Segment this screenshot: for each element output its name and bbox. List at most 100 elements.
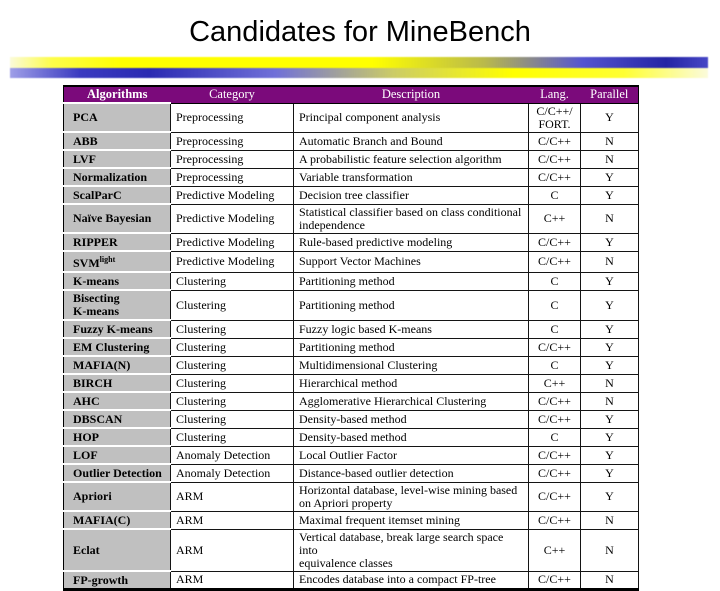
algorithm-superscript: light: [99, 255, 116, 264]
category-cell: Predictive Modeling: [170, 250, 294, 273]
description-cell: Encodes database into a compact FP-tree: [293, 570, 529, 590]
algorithm-cell: ScalParC: [63, 185, 171, 205]
column-header-category: Category: [170, 86, 294, 104]
parallel-cell: Y: [580, 337, 639, 357]
lang-cell-text: C/C++: [538, 489, 571, 503]
parallel-cell-text: Y: [605, 321, 614, 336]
algorithm-cell: AHC: [63, 391, 171, 411]
description-cell-text: Automatic Branch and Bound: [299, 133, 443, 148]
parallel-cell: Y: [580, 427, 639, 447]
algorithm-cell-text: ScalParC: [73, 187, 122, 202]
algorithm-cell-text: Normalization: [73, 169, 147, 184]
parallel-cell: N: [580, 373, 639, 393]
algorithm-cell-text: RIPPER: [73, 234, 118, 249]
table-row: K-means Clustering Partitioning method C Y: [63, 271, 639, 291]
table-row: MAFIA(C) ARM Maximal frequent itemset mini…: [63, 510, 639, 530]
description-cell-text: A probabilistic feature selection algori…: [299, 151, 502, 166]
category-cell-text: Predictive Modeling: [176, 187, 275, 202]
parallel-cell: Y: [580, 185, 639, 205]
category-cell-text: Clustering: [176, 357, 226, 372]
category-cell: ARM: [170, 570, 294, 590]
description-cell: Density-based method: [293, 409, 529, 429]
parallel-cell-text: N: [605, 375, 614, 390]
description-cell: Support Vector Machines: [293, 250, 529, 273]
description-cell: Principal component analysis: [293, 102, 529, 133]
algorithm-cell: PCA: [63, 102, 171, 133]
lang-cell: C/C++: [528, 149, 581, 169]
category-cell-text: Clustering: [176, 411, 226, 426]
algorithm-cell-text: PCA: [73, 110, 98, 124]
category-cell-text: Predictive Modeling: [176, 211, 275, 225]
category-cell: Predictive Modeling: [170, 185, 294, 205]
lang-cell: C/C++: [528, 232, 581, 252]
lang-cell-text: C/C++: [538, 133, 571, 148]
description-cell-text: Multidimensional Clustering: [299, 357, 438, 372]
category-cell: ARM: [170, 481, 294, 512]
parallel-cell-text: Y: [605, 273, 614, 288]
parallel-cell: Y: [580, 271, 639, 291]
table-row: Normalization Preprocessing Variable trans…: [63, 167, 639, 187]
lang-cell: C++: [528, 203, 581, 234]
description-cell-text: Rule-based predictive modeling: [299, 234, 453, 249]
category-cell: Clustering: [170, 355, 294, 375]
description-cell-text: Support Vector Machines: [299, 254, 421, 268]
category-cell-text: ARM: [176, 542, 204, 557]
lang-cell-text: C: [550, 357, 559, 372]
category-cell: ARM: [170, 510, 294, 530]
table-row: Outlier Detection Anomaly Detection Distan…: [63, 463, 639, 483]
algorithm-cell: MAFIA(N): [63, 355, 171, 375]
parallel-cell: Y: [580, 409, 639, 429]
ribbon-gradient-top: [10, 57, 708, 68]
table-header-row: Algorithms Category Description Lang. Pa…: [63, 86, 639, 104]
description-cell: Decision tree classifier: [293, 185, 529, 205]
parallel-cell: N: [580, 528, 639, 572]
category-cell: Anomaly Detection: [170, 445, 294, 465]
candidates-table: Algorithms Category Description Lang. Pa…: [63, 85, 639, 591]
algorithm-cell: ABB: [63, 131, 171, 151]
parallel-cell-text: Y: [605, 234, 614, 249]
algorithm-cell: LOF: [63, 445, 171, 465]
description-cell-text: Principal component analysis: [299, 110, 441, 124]
table-row: MAFIA(N) Clustering Multidimensional Clust…: [63, 355, 639, 375]
lang-cell-text: C: [550, 297, 559, 312]
algorithm-cell-text: LOF: [73, 447, 98, 462]
description-cell-text: Statistical classifier based on class co…: [299, 204, 522, 232]
description-cell: Partitioning method: [293, 271, 529, 291]
algorithm-cell: Bisecting K-means: [63, 289, 171, 321]
algorithm-cell: Eclat: [63, 528, 171, 572]
algorithm-cell-text: LVF: [73, 151, 96, 166]
algorithm-cell-text: Bisecting K-means: [73, 291, 120, 318]
table-body: PCA Preprocessing Principal component anal…: [63, 102, 639, 591]
algorithm-cell: DBSCAN: [63, 409, 171, 429]
description-cell-text: Density-based method: [299, 411, 407, 426]
lang-cell: C: [528, 185, 581, 205]
description-cell: Multidimensional Clustering: [293, 355, 529, 375]
title-divider-ribbon: [10, 57, 708, 78]
ribbon-gradient-bottom: [10, 68, 708, 78]
description-cell-text: Partitioning method: [299, 273, 395, 288]
category-cell: Preprocessing: [170, 102, 294, 133]
algorithm-cell-text: Outlier Detection: [73, 465, 162, 480]
category-cell-text: Clustering: [176, 393, 226, 408]
category-cell: Clustering: [170, 391, 294, 411]
description-cell-text: Density-based method: [299, 429, 407, 444]
algorithm-cell-text: MAFIA(N): [73, 357, 131, 372]
algorithm-cell-text: Fuzzy K-means: [73, 321, 153, 336]
description-cell-text: Hierarchical method: [299, 375, 398, 390]
category-cell: Clustering: [170, 337, 294, 357]
description-cell-text: Horizontal database, level-wise mining b…: [299, 482, 518, 510]
lang-cell-text: C: [550, 273, 559, 288]
lang-cell: C++: [528, 373, 581, 393]
lang-cell-text: C: [550, 429, 559, 444]
description-cell: Automatic Branch and Bound: [293, 131, 529, 151]
description-cell: Partitioning method: [293, 337, 529, 357]
parallel-cell: Y: [580, 481, 639, 512]
table-row: ScalParC Predictive Modeling Decision tree…: [63, 185, 639, 205]
category-cell-text: ARM: [176, 512, 204, 527]
category-cell: Clustering: [170, 289, 294, 321]
lang-cell-text: C/C++: [538, 393, 571, 408]
algorithm-cell: EM Clustering: [63, 337, 171, 357]
algorithm-cell-text: EM Clustering: [73, 339, 150, 354]
description-cell: Rule-based predictive modeling: [293, 232, 529, 252]
lang-cell: C/C++: [528, 131, 581, 151]
